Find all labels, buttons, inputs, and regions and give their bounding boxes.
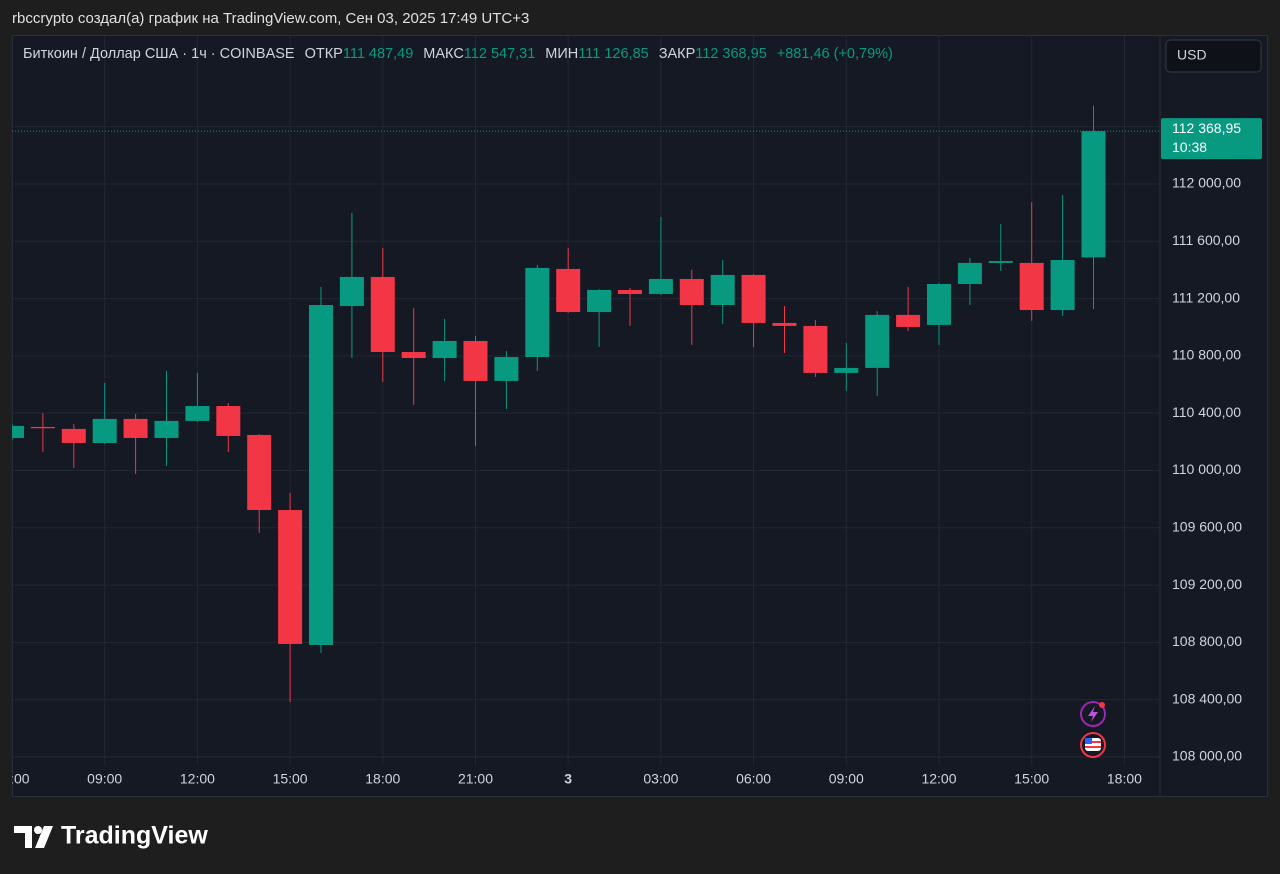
footer-logo: TradingView <box>14 822 208 850</box>
legend: Биткоин / Доллар США · 1ч · COINBASE ОТКР… <box>23 46 893 62</box>
legend-line: Биткоин / Доллар США · 1ч · COINBASE ОТКР… <box>23 46 893 62</box>
flag-canton <box>1085 738 1092 744</box>
currency-button[interactable] <box>1165 39 1262 73</box>
legend-key: ЗАКР <box>659 46 696 62</box>
candle-body <box>865 314 890 368</box>
candle-body <box>432 340 457 359</box>
candle-body <box>494 357 519 381</box>
candle-body <box>648 278 673 294</box>
candle-body <box>463 340 488 381</box>
legend-key: МИН <box>545 46 578 62</box>
x-tick-label: 06:00 <box>736 771 771 787</box>
y-tick-label: 109 200,00 <box>1172 576 1242 592</box>
y-tick-label: 108 000,00 <box>1172 748 1242 764</box>
candle-body <box>61 428 86 443</box>
x-tick-label: 18:00 <box>365 771 400 787</box>
candle-body <box>278 510 303 644</box>
plot-area <box>12 105 1160 702</box>
candle-body <box>185 406 210 421</box>
candle-body <box>556 268 581 313</box>
lightning-shape <box>1088 706 1098 722</box>
candle-body <box>772 322 797 326</box>
footer-logo-text: TradingView <box>61 822 208 850</box>
candle-body <box>216 406 241 436</box>
y-tick-label: 111 200,00 <box>1172 289 1240 305</box>
legend-title: Биткоин / Доллар США · 1ч · COINBASE <box>23 46 295 62</box>
candle-body <box>896 314 921 327</box>
y-tick-label: 110 800,00 <box>1172 347 1241 363</box>
x-tick-label: 3 <box>564 771 572 787</box>
y-tick-label: 109 600,00 <box>1172 518 1242 534</box>
candle-body <box>1019 262 1044 311</box>
x-tick-label: 21:00 <box>458 771 493 787</box>
candle-body <box>679 278 704 306</box>
candle-body <box>741 274 766 323</box>
candle-body <box>957 262 982 284</box>
x-tick-label: 18:00 <box>1107 771 1142 787</box>
currency-label: USD <box>1177 47 1207 63</box>
x-tick-label: 15:00 <box>273 771 308 787</box>
flag-stripe <box>1085 746 1101 748</box>
logo-mark <box>34 826 42 834</box>
y-tick-label: 110 000,00 <box>1172 461 1241 477</box>
candle-body <box>988 261 1013 263</box>
candle-body <box>834 367 859 373</box>
candle-body <box>247 434 272 511</box>
legend-key: ОТКР <box>305 46 343 62</box>
candle-body <box>1050 260 1075 311</box>
last-price-tag <box>1161 118 1262 160</box>
header-text: rbccrypto создал(а) график на TradingVie… <box>12 10 529 27</box>
x-tick-label: 09:00 <box>87 771 122 787</box>
y-tick-label: 108 400,00 <box>1172 690 1242 706</box>
x-tick-label: 12:00 <box>921 771 956 787</box>
candle-body <box>525 267 550 358</box>
legend-key: МАКС <box>423 46 464 62</box>
notification-dot <box>1099 702 1105 708</box>
last-price-label: 112 368,95 <box>1172 120 1241 136</box>
x-tick-label: 15:00 <box>1014 771 1049 787</box>
y-tick-label: 108 800,00 <box>1172 633 1242 649</box>
legend-value: 111 126,85 <box>578 46 648 62</box>
candle-body <box>1081 131 1106 258</box>
candle-body <box>339 276 364 307</box>
logo-mark <box>14 826 32 848</box>
candle-body <box>618 289 642 294</box>
flag-stripe <box>1085 741 1101 743</box>
y-tick-label: 110 400,00 <box>1172 404 1241 420</box>
x-axis-labels: 06:00 09:00 12:00 15:00 18:00 21:00 3 03:00 06:0… <box>0 771 1142 787</box>
candle-body <box>927 283 951 325</box>
candle-body <box>401 352 426 359</box>
candle-body <box>92 418 117 443</box>
x-tick-label: 09:00 <box>829 771 864 787</box>
candle-body <box>309 305 333 645</box>
event-icons <box>1080 701 1106 758</box>
legend-value: 111 487,49 <box>343 46 413 62</box>
legend-value: 112 368,95 <box>695 46 767 62</box>
logo-mark <box>35 826 53 848</box>
axes: 108 000,00 108 400,00 108 800,00 109 200,00… <box>0 117 1262 787</box>
candle-body <box>710 274 735 306</box>
candle-body <box>587 289 612 313</box>
candle-body <box>803 325 828 373</box>
legend-change: +881,46 (+0,79%) <box>777 46 893 62</box>
x-tick-label: 06:00 <box>0 771 30 787</box>
candle-body <box>12 425 24 438</box>
y-tick-label: 112 000,00 <box>1172 175 1241 191</box>
candle-body <box>30 426 55 429</box>
candle-body <box>123 418 148 438</box>
x-tick-label: 12:00 <box>180 771 215 787</box>
countdown-label: 10:38 <box>1172 139 1207 155</box>
y-tick-label: 111 600,00 <box>1172 232 1240 248</box>
candle-body <box>154 420 179 438</box>
legend-value: 112 547,31 <box>464 46 536 62</box>
candle-body <box>370 276 395 353</box>
x-tick-label: 03:00 <box>643 771 678 787</box>
